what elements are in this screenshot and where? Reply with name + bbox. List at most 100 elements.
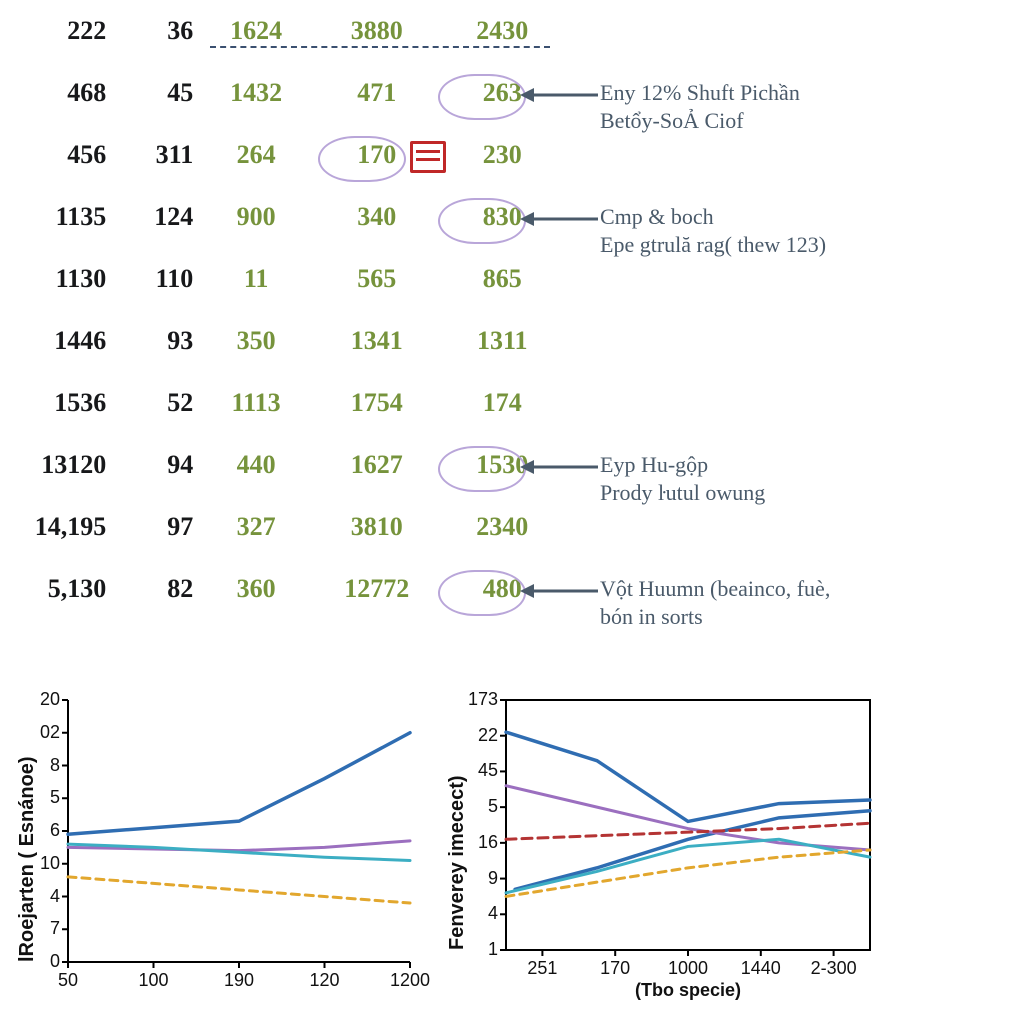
table-cell: 1341 bbox=[319, 326, 444, 356]
annotation-line: Vột Huumn (beainco, fuè, bbox=[600, 575, 1020, 603]
table-cell: 1135 bbox=[10, 202, 116, 232]
x-tick-label: 1000 bbox=[658, 958, 718, 979]
table-cell: 52 bbox=[116, 388, 203, 418]
chart-series bbox=[506, 823, 870, 839]
x-tick-label: 1440 bbox=[731, 958, 791, 979]
annotation-line: bón in sorts bbox=[600, 603, 1020, 631]
data-table: 2223616243880243046845143247126345631126… bbox=[10, 0, 570, 620]
table-cell: 440 bbox=[203, 450, 319, 480]
table-cell: 93 bbox=[116, 326, 203, 356]
table-cell: 264 bbox=[203, 140, 319, 170]
page-root: 2223616243880243046845143247126345631126… bbox=[0, 0, 1024, 1024]
table-cell: 456 bbox=[10, 140, 116, 170]
chart-series bbox=[68, 733, 410, 835]
x-tick-label: 251 bbox=[512, 958, 572, 979]
table-cell: 124 bbox=[116, 202, 203, 232]
table-cell: 327 bbox=[203, 512, 319, 542]
annotation-text: Vột Huumn (beainco, fuè,bón in sorts bbox=[600, 575, 1020, 630]
y-tick-label: 20 bbox=[20, 689, 60, 710]
x-axis-label: (Tbo specie) bbox=[506, 980, 870, 1001]
annotation-line: Cmp & boch bbox=[600, 203, 1020, 231]
chart-series bbox=[68, 877, 410, 903]
table-cell: 1311 bbox=[445, 326, 570, 356]
table-cell: 1130 bbox=[10, 264, 116, 294]
x-tick-label: 170 bbox=[585, 958, 645, 979]
table-row: 456311264170230 bbox=[10, 124, 570, 186]
table-cell: 471 bbox=[319, 78, 444, 108]
table-cell: 1754 bbox=[319, 388, 444, 418]
chart-series bbox=[506, 839, 870, 893]
table-cell: 110 bbox=[116, 264, 203, 294]
chart-left: 074106580220501001901201200lRoejarten ( … bbox=[0, 690, 420, 1020]
x-tick-label: 2-300 bbox=[804, 958, 864, 979]
table-cell: 2430 bbox=[445, 16, 570, 46]
annotation-line: Eyp Hu-gộp bbox=[600, 451, 1020, 479]
annotation-line: Betổy-SoẢ Ciof bbox=[600, 107, 1020, 135]
y-tick-label: 22 bbox=[458, 725, 498, 746]
table-cell: 1446 bbox=[10, 326, 116, 356]
y-axis-label: lRoejarten ( Esnánoe) bbox=[16, 756, 39, 962]
y-axis-label: Fenverey imecect) bbox=[446, 775, 469, 950]
table-cell: 1113 bbox=[203, 388, 319, 418]
charts-row: 074106580220501001901201200lRoejarten ( … bbox=[0, 690, 1024, 1020]
table-cell: 174 bbox=[445, 388, 570, 418]
chart-series bbox=[506, 850, 870, 896]
table-cell: 3810 bbox=[319, 512, 444, 542]
table-cell: 230 bbox=[445, 140, 570, 170]
table-cell: 360 bbox=[203, 574, 319, 604]
red-list-icon bbox=[410, 141, 446, 173]
table-cell: 3880 bbox=[319, 16, 444, 46]
table-cell: 900 bbox=[203, 202, 319, 232]
table-row: 468451432471263 bbox=[10, 62, 570, 124]
annotation-text: Eny 12% Shuft PichầnBetổy-SoẢ Ciof bbox=[600, 79, 1020, 134]
table-cell: 1530 bbox=[445, 450, 570, 480]
annotation-line: Prody ŀutul owung bbox=[600, 479, 1020, 507]
table-cell: 222 bbox=[10, 16, 116, 46]
table-cell: 340 bbox=[319, 202, 444, 232]
annotation-line: Eny 12% Shuft Pichần bbox=[600, 79, 1020, 107]
table-cell: 263 bbox=[445, 78, 570, 108]
table-cell: 13120 bbox=[10, 450, 116, 480]
table-cell: 5,130 bbox=[10, 574, 116, 604]
table-row: 131209444016271530 bbox=[10, 434, 570, 496]
table-cell: 468 bbox=[10, 78, 116, 108]
table-cell: 14,195 bbox=[10, 512, 116, 542]
annotation-text: Cmp & bochEpe gtrulă rag( thew 123) bbox=[600, 203, 1020, 258]
table-row: 14,1959732738102340 bbox=[10, 496, 570, 558]
table-cell: 11 bbox=[203, 264, 319, 294]
table-cell: 480 bbox=[445, 574, 570, 604]
annotation-text: Eyp Hu-gộpPrody ŀutul owung bbox=[600, 451, 1020, 506]
table-row: 1135124900340830 bbox=[10, 186, 570, 248]
chart-series bbox=[68, 844, 410, 860]
table-cell: 45 bbox=[116, 78, 203, 108]
table-cell: 830 bbox=[445, 202, 570, 232]
table-cell: 1627 bbox=[319, 450, 444, 480]
table-cell: 82 bbox=[116, 574, 203, 604]
table-cell: 865 bbox=[445, 264, 570, 294]
table-cell: 94 bbox=[116, 450, 203, 480]
table-row: 15365211131754174 bbox=[10, 372, 570, 434]
y-tick-label: 02 bbox=[20, 722, 60, 743]
table-row: 113011011565865 bbox=[10, 248, 570, 310]
table-cell: 1536 bbox=[10, 388, 116, 418]
table-cell: 565 bbox=[319, 264, 444, 294]
chart-svg bbox=[0, 690, 420, 1010]
table-cell: 2340 bbox=[445, 512, 570, 542]
x-tick-label: 100 bbox=[124, 970, 184, 991]
table-cell: 1624 bbox=[203, 16, 319, 46]
y-tick-label: 173 bbox=[458, 689, 498, 710]
dashed-underline bbox=[210, 46, 550, 48]
table-row: 5,1308236012772480 bbox=[10, 558, 570, 620]
table-cell: 1432 bbox=[203, 78, 319, 108]
table-cell: 97 bbox=[116, 512, 203, 542]
x-tick-label: 190 bbox=[209, 970, 269, 991]
table-cell: 12772 bbox=[319, 574, 444, 604]
table-cell: 311 bbox=[116, 140, 203, 170]
table-cell: 36 bbox=[116, 16, 203, 46]
chart-right: 1491654522173251170100014402-300Fenverey… bbox=[430, 690, 890, 1020]
annotation-line: Epe gtrulă rag( thew 123) bbox=[600, 231, 1020, 259]
x-tick-label: 50 bbox=[38, 970, 98, 991]
table-row: 14469335013411311 bbox=[10, 310, 570, 372]
x-tick-label: 120 bbox=[295, 970, 355, 991]
table-cell: 350 bbox=[203, 326, 319, 356]
